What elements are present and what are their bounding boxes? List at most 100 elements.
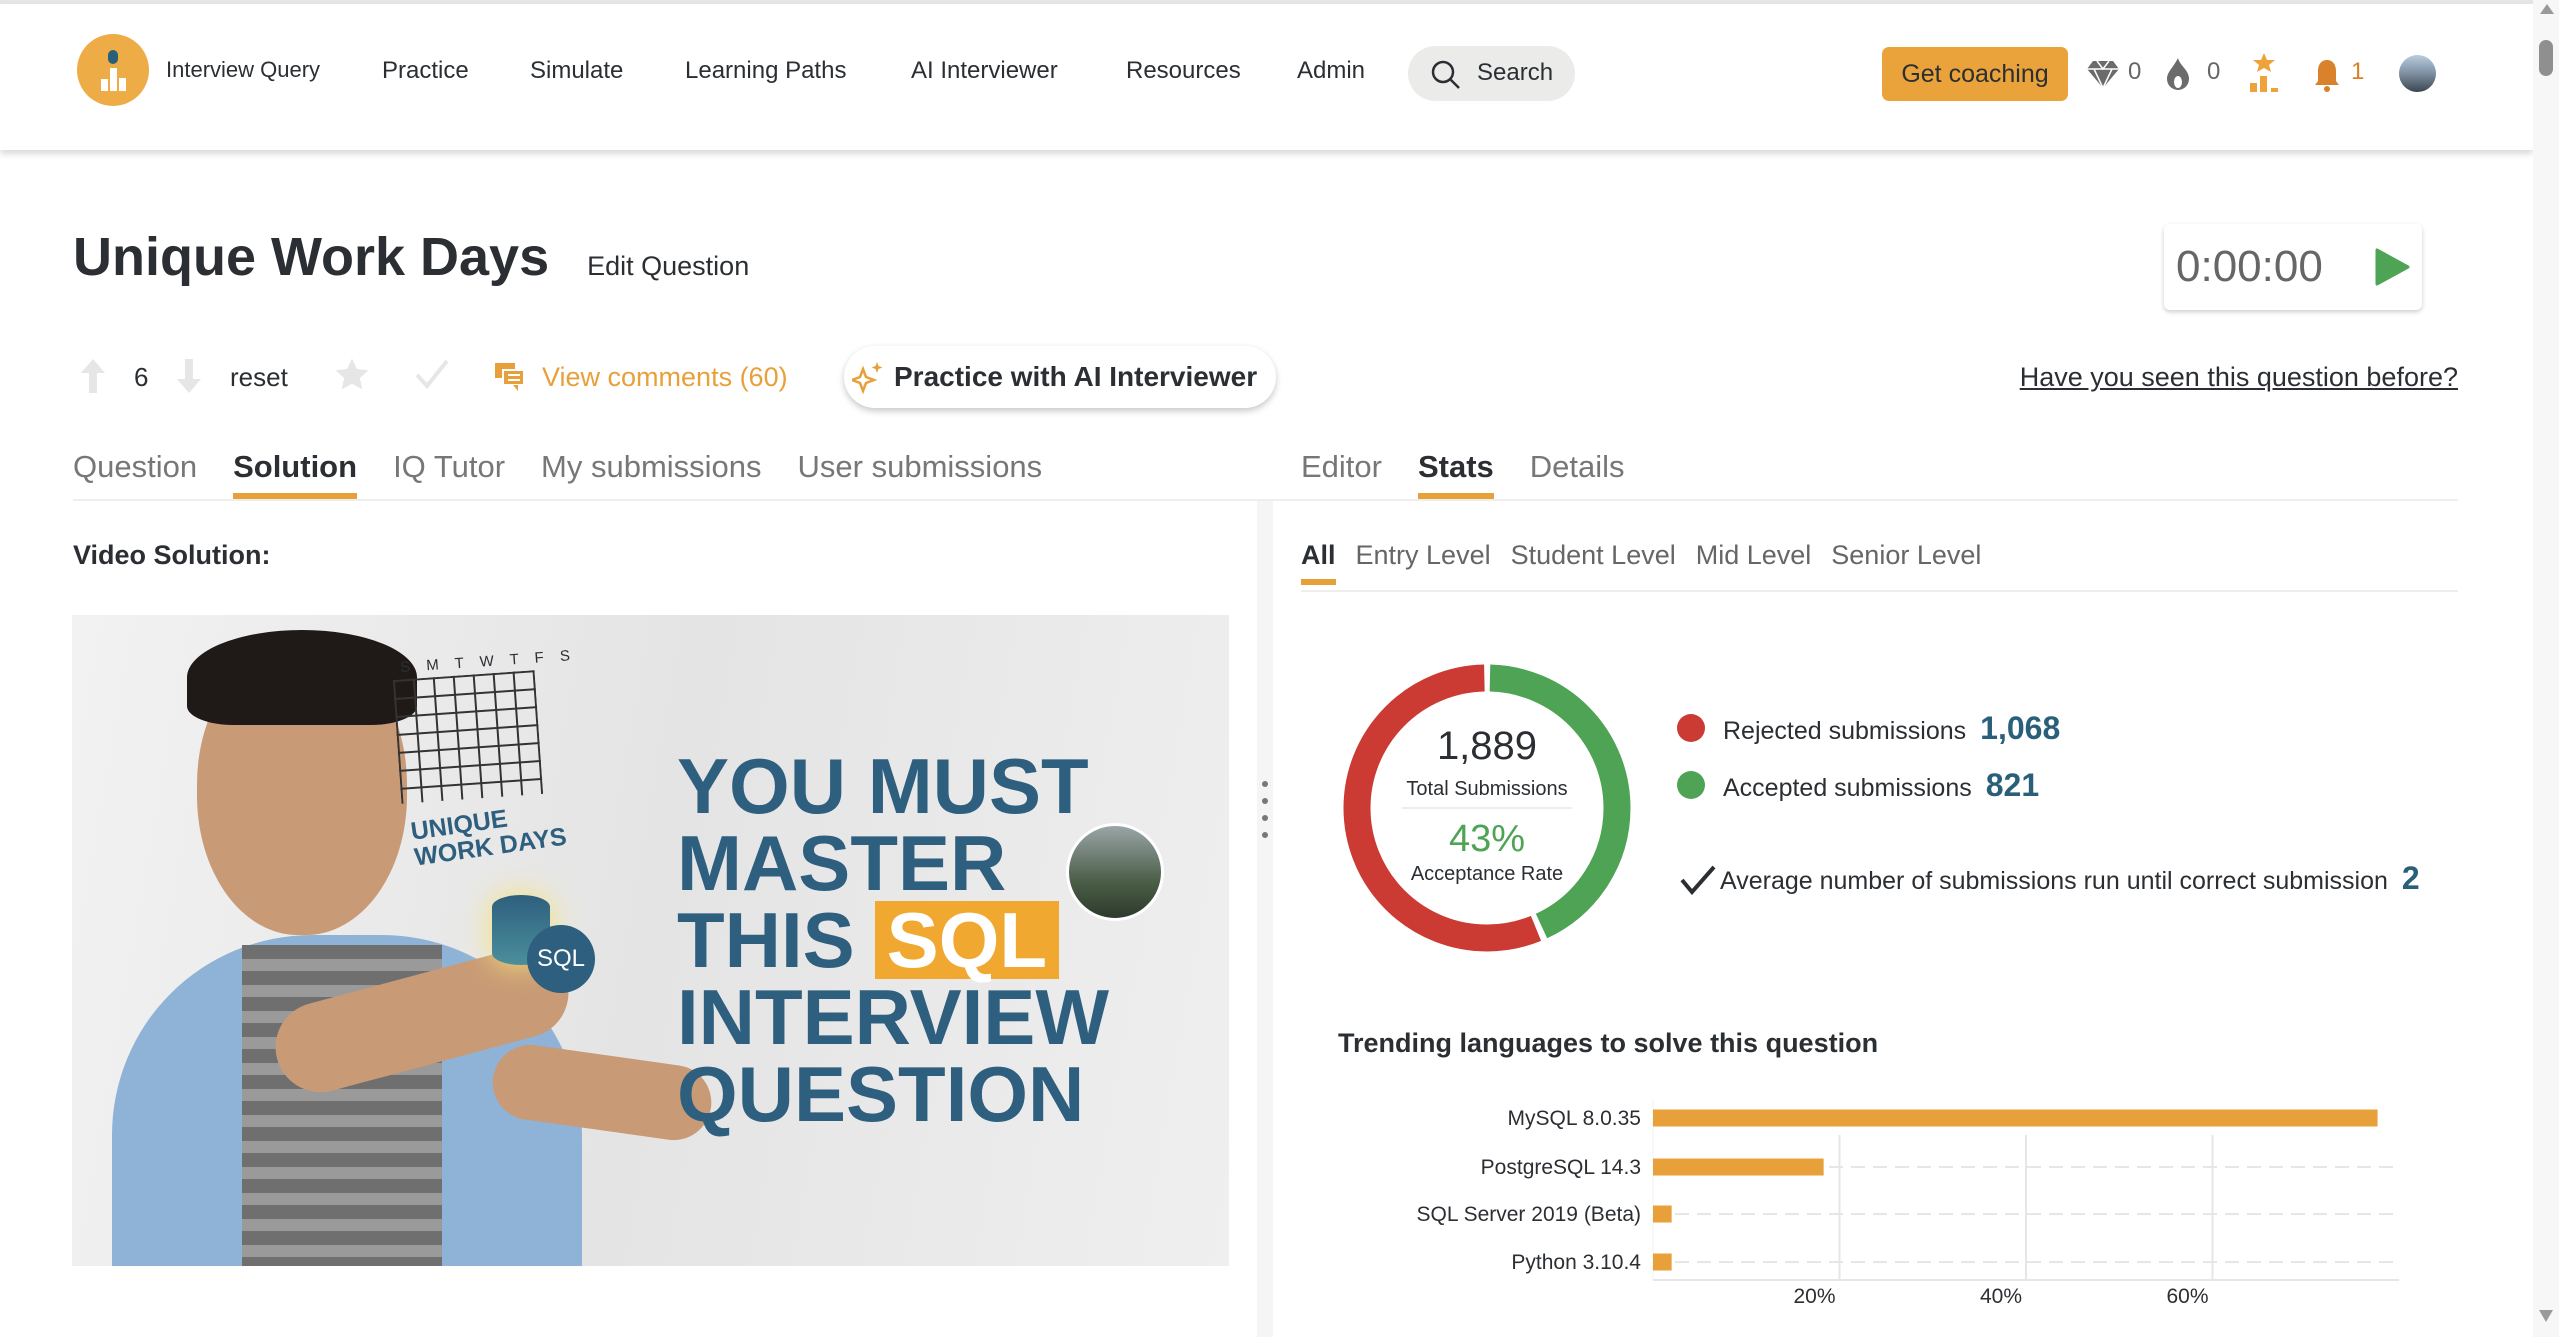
rejected-dot-icon [1677, 714, 1705, 742]
nav-learning-paths[interactable]: Learning Paths [685, 57, 847, 84]
tab-solution[interactable]: Solution [233, 449, 357, 499]
leaderboard-icon[interactable] [2248, 52, 2280, 94]
notification-count: 1 [2351, 58, 2365, 85]
downvote-icon[interactable] [176, 358, 202, 394]
avg-submissions-label: Average number of submissions run until … [1720, 867, 2388, 895]
scrollbar-thumb[interactable] [2539, 40, 2553, 76]
thumbnail-highlight: SQL [874, 901, 1060, 979]
left-tabs: Question Solution IQ Tutor My submission… [73, 449, 1043, 499]
bar [1653, 1109, 2378, 1127]
nav-simulate[interactable]: Simulate [530, 57, 624, 84]
avg-submissions: Average number of submissions run until … [1720, 860, 2420, 897]
presenter-avatar [1066, 823, 1164, 921]
level-tab-student[interactable]: Student Level [1510, 540, 1676, 570]
tab-details[interactable]: Details [1529, 449, 1625, 484]
bar-label: MySQL 8.0.35 [1508, 1107, 1641, 1130]
thumbnail-headline-row: THIS SQL [677, 896, 1060, 984]
edit-question-link[interactable]: Edit Question [587, 251, 750, 281]
tab-user-submissions[interactable]: User submissions [797, 449, 1043, 484]
accepted-value: 821 [1985, 767, 2040, 803]
page-scrollbar[interactable] [2533, 0, 2559, 1337]
search-button[interactable]: Search [1408, 46, 1575, 101]
thumbnail-tag: UNIQUE WORK DAYS [409, 804, 569, 872]
video-thumbnail[interactable]: S M T W T F S UNIQUE WORK DAYS SQL YOU M… [72, 615, 1229, 1266]
tab-iq-tutor[interactable]: IQ Tutor [393, 449, 506, 484]
logo-icon[interactable] [77, 34, 149, 106]
donut-accepted-segment [1343, 664, 1631, 952]
nav-ai-interviewer[interactable]: AI Interviewer [911, 57, 1058, 84]
video-solution-heading: Video Solution: [73, 540, 271, 570]
rejected-label: Rejected submissions [1723, 717, 1967, 745]
tab-my-submissions[interactable]: My submissions [541, 449, 762, 484]
practice-with-ai-button[interactable]: Practice with AI Interviewer [844, 346, 1276, 408]
thumbnail-headline: YOU MUST [677, 742, 1089, 830]
top-navbar [0, 4, 2533, 150]
level-tabs-divider [1301, 590, 2458, 592]
view-comments-link[interactable]: View comments (60) [542, 362, 788, 392]
thumbnail-headline: QUESTION [677, 1050, 1085, 1138]
bar-label: SQL Server 2019 (Beta) [1417, 1203, 1642, 1226]
bar [1653, 1158, 1824, 1176]
tab-editor[interactable]: Editor [1301, 449, 1382, 484]
nav-admin[interactable]: Admin [1297, 57, 1366, 84]
checkmark-icon[interactable] [414, 358, 450, 390]
panel-splitter[interactable] [1257, 501, 1273, 1337]
level-tab-all[interactable]: All [1301, 540, 1336, 585]
tabs-divider [73, 499, 2458, 501]
bar [1653, 1205, 1672, 1223]
total-submissions-value: 1,889 [1436, 724, 1538, 768]
scroll-down-icon[interactable] [2539, 1310, 2553, 1322]
flame-icon[interactable] [2165, 57, 2191, 91]
level-tab-senior[interactable]: Senior Level [1831, 540, 1982, 570]
accepted-label: Accepted submissions [1723, 774, 1972, 802]
play-icon[interactable] [2374, 248, 2410, 286]
diamond-icon[interactable] [2086, 59, 2120, 89]
chart-title: Trending languages to solve this questio… [1338, 1028, 1879, 1058]
nav-resources[interactable]: Resources [1126, 57, 1241, 84]
brand-name[interactable]: Interview Query [166, 57, 321, 82]
comments-icon[interactable] [494, 362, 526, 392]
sparkle-icon [852, 362, 883, 395]
user-avatar[interactable] [2399, 55, 2436, 92]
rejected-legend: Rejected submissions 1,068 [1723, 710, 2060, 747]
tab-question[interactable]: Question [73, 449, 198, 484]
level-tab-mid[interactable]: Mid Level [1695, 540, 1812, 570]
timer-value: 0:00:00 [2176, 242, 2323, 291]
timer: 0:00:00 [2164, 224, 2422, 310]
nav-practice[interactable]: Practice [382, 57, 469, 84]
right-tabs: Editor Stats Details [1301, 449, 1625, 499]
streak-count: 0 [2207, 58, 2221, 85]
tab-stats[interactable]: Stats [1417, 449, 1494, 499]
scroll-up-icon[interactable] [2540, 4, 2554, 14]
tick-label: 60% [2166, 1285, 2208, 1308]
bar-label: PostgreSQL 14.3 [1481, 1156, 1641, 1179]
acceptance-rate-label: Acceptance Rate [1410, 863, 1564, 885]
donut-rejected-segment [1343, 664, 1631, 952]
accepted-dot-icon [1677, 771, 1705, 799]
acceptance-rate-value: 43% [1448, 818, 1526, 860]
vote-count: 6 [134, 362, 149, 392]
tick-label: 20% [1793, 1285, 1835, 1308]
title-row: Unique Work Days Edit Question [73, 226, 749, 288]
thumbnail-headline: INTERVIEW [677, 973, 1109, 1061]
get-coaching-button[interactable]: Get coaching [1882, 47, 2068, 101]
practice-with-ai-label: Practice with AI Interviewer [894, 361, 1258, 392]
search-icon [1431, 60, 1460, 89]
accepted-legend: Accepted submissions 821 [1723, 767, 2039, 804]
languages-bar-chart: MySQL 8.0.35 PostgreSQL 14.3 SQL Server 20… [1417, 1100, 2399, 1308]
page-title: Unique Work Days [73, 227, 550, 287]
total-submissions-label: Total Submissions [1406, 778, 1568, 800]
bell-icon[interactable] [2313, 58, 2341, 92]
upvote-icon[interactable] [80, 358, 106, 394]
calendar-days: S M T W T F S [399, 646, 577, 677]
reset-vote-button[interactable]: reset [230, 362, 288, 392]
bar-label: Python 3.10.4 [1511, 1251, 1641, 1274]
seen-before-link[interactable]: Have you seen this question before? [2019, 362, 2458, 392]
level-tab-entry[interactable]: Entry Level [1355, 540, 1491, 570]
gems-count: 0 [2128, 58, 2142, 85]
check-icon [1680, 865, 1716, 895]
star-icon[interactable] [334, 357, 370, 393]
thumbnail-headline: THIS [677, 896, 855, 984]
presenter-hair [187, 630, 417, 725]
tick-label: 40% [1980, 1285, 2022, 1308]
